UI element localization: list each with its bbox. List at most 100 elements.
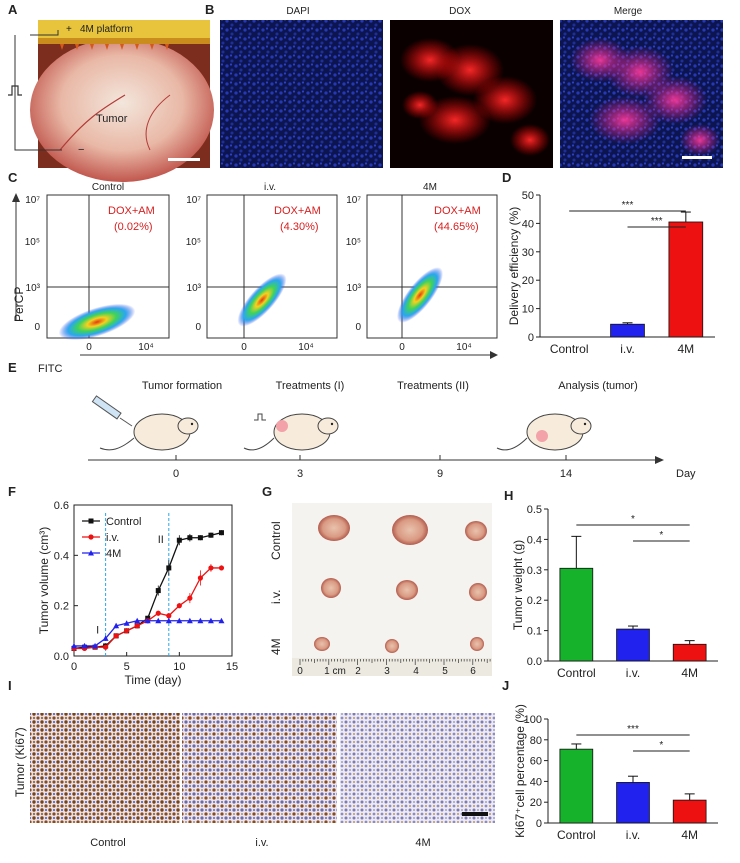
ytick: 10⁵ xyxy=(186,237,201,248)
y-tick-label: 0.4 xyxy=(54,550,69,562)
y-tick-label: 0.3 xyxy=(527,565,542,577)
y-tick-label: 40 xyxy=(522,218,534,230)
ruler-label: 1 cm xyxy=(324,666,346,677)
flow-plot-4m: 4M DOX+AM (44.65%) 10⁷ 10⁵ 10³ 0 0 10⁴ xyxy=(346,182,498,353)
flow-title-4m: 4M xyxy=(423,182,437,193)
step-tumor-formation: Tumor formation xyxy=(142,380,222,392)
day-9: 9 xyxy=(437,468,443,480)
flow-title-control: Control xyxy=(92,182,124,193)
panel-label-f: F xyxy=(8,484,16,499)
gate-label-iv: DOX+AM xyxy=(274,205,321,217)
mouse-icon xyxy=(99,413,199,451)
syringe-icon xyxy=(91,395,133,427)
data-point xyxy=(208,532,214,538)
step-treatments-1: Treatments (I) xyxy=(276,380,345,392)
significance-label: *** xyxy=(651,216,663,227)
y-tick-label: 0.0 xyxy=(527,656,542,668)
ruler-label: 0 xyxy=(297,666,303,677)
ihc-ylabel: Tumor (Ki67) xyxy=(13,727,27,797)
dapi-image xyxy=(220,20,383,168)
day-axis-label: Day xyxy=(676,468,696,480)
row-label-control: Control xyxy=(269,521,283,560)
bar-iv xyxy=(610,323,645,338)
ytick: 10⁷ xyxy=(25,195,40,206)
x-tick-label: Control xyxy=(557,828,596,842)
significance-label: * xyxy=(659,740,663,751)
panel-label-d: D xyxy=(502,170,511,185)
step-treatments-2: Treatments (II) xyxy=(397,380,469,392)
gate-label-control: DOX+AM xyxy=(108,205,155,217)
y-axis-label: Tumor volume (cm³) xyxy=(37,527,51,635)
scale-bar xyxy=(168,158,200,161)
data-point xyxy=(81,642,88,649)
title-dapi: DAPI xyxy=(286,6,309,17)
x-tick-label: Control xyxy=(550,342,589,356)
y-tick-label: 50 xyxy=(522,190,534,202)
data-point xyxy=(71,642,77,649)
y-tick-label: 0.6 xyxy=(54,500,69,512)
legend-marker xyxy=(88,550,94,556)
ytick: 0 xyxy=(195,322,201,333)
y-tick-label: 100 xyxy=(524,714,542,726)
ytick: 10³ xyxy=(26,283,41,294)
x-tick-label: Control xyxy=(557,666,596,680)
data-point xyxy=(186,617,193,624)
data-point xyxy=(155,588,161,594)
data-point xyxy=(207,617,214,624)
ytick: 10³ xyxy=(347,283,362,294)
bar-iv xyxy=(616,782,650,824)
significance-label: *** xyxy=(627,724,639,735)
gate-label-4m: DOX+AM xyxy=(434,205,481,217)
title-dox: DOX xyxy=(449,6,471,17)
data-point xyxy=(113,622,120,629)
significance-label: *** xyxy=(622,200,634,211)
x-tick-label: 10 xyxy=(173,661,185,673)
panel-label-i: I xyxy=(8,678,12,693)
x-tick-label: 4M xyxy=(677,342,694,356)
ihc-label-4m: 4M xyxy=(415,837,430,849)
ytick: 10⁵ xyxy=(346,237,361,248)
data-point xyxy=(187,535,193,541)
panel-label-a: A xyxy=(8,2,18,17)
data-point xyxy=(197,617,204,624)
data-point xyxy=(218,565,225,571)
y-axis-label: Delivery efficiency (%) xyxy=(507,207,521,325)
data-point xyxy=(176,537,182,543)
gate-pct-iv: (4.30%) xyxy=(280,221,319,233)
legend-marker xyxy=(88,518,94,524)
xtick: 10⁴ xyxy=(298,342,313,353)
y-tick-label: 0.0 xyxy=(54,651,69,663)
y-tick-label: 0.5 xyxy=(527,504,542,516)
legend-marker xyxy=(88,534,94,540)
day-0: 0 xyxy=(173,468,179,480)
significance-label: * xyxy=(659,530,663,541)
day-14: 14 xyxy=(560,468,572,480)
scale-bar xyxy=(462,812,488,816)
y-tick-label: 0 xyxy=(536,818,542,830)
panel-b-fluorescence: DAPI DOX Merge xyxy=(220,6,723,168)
step-analysis: Analysis (tumor) xyxy=(558,380,637,392)
y-tick-label: 0.1 xyxy=(527,626,542,638)
data-point xyxy=(113,633,119,639)
data-point xyxy=(102,635,109,641)
y-tick-label: 0.2 xyxy=(54,601,69,613)
panel-a-photo: + 4M platform Tumor − xyxy=(8,20,214,182)
y-tick-label: 20 xyxy=(530,797,542,809)
data-point xyxy=(144,617,151,624)
xtick: 10⁴ xyxy=(138,342,153,353)
row-label-iv: i.v. xyxy=(269,590,283,604)
bar-iv xyxy=(616,628,650,662)
flow-title-iv: i.v. xyxy=(264,182,276,193)
data-point xyxy=(197,575,203,581)
x-axis-label: Time (day) xyxy=(125,673,182,687)
merge-image xyxy=(560,20,723,168)
data-point xyxy=(103,644,109,650)
data-point xyxy=(123,620,130,626)
y-tick-label: 0.2 xyxy=(527,595,542,607)
chart-tumor-volume: 0.0 0.2 0.4 0.6 0 5 10 15 Time (day) Tumor volume… xyxy=(37,500,238,687)
ruler-label: 6 xyxy=(470,666,476,677)
y-tick-label: 20 xyxy=(522,275,534,287)
data-point xyxy=(165,617,172,624)
data-point xyxy=(166,565,172,571)
